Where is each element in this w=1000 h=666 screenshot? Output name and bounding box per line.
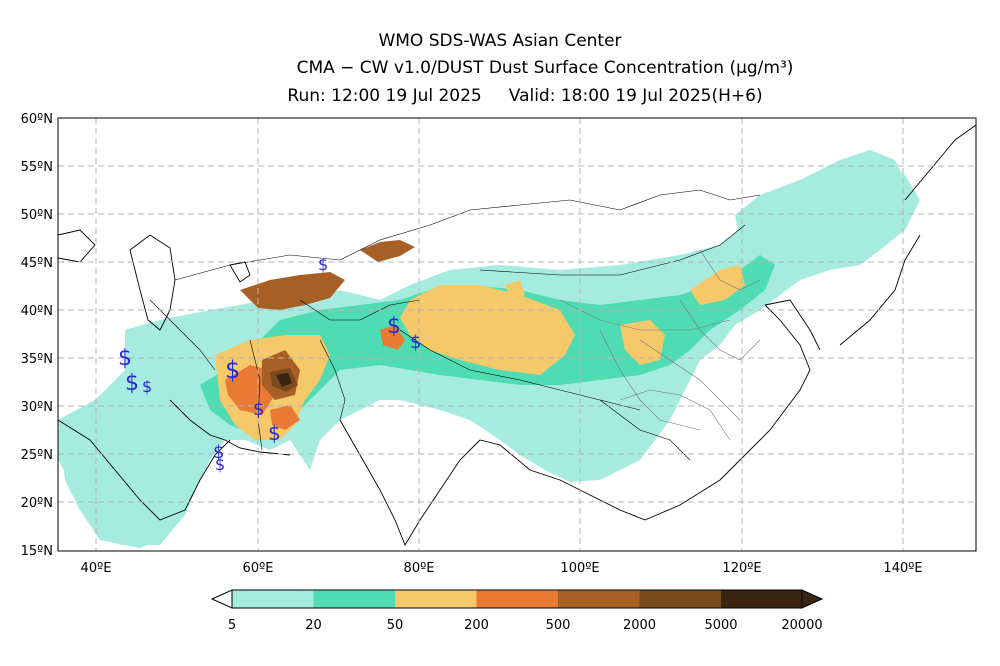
storm-marker-icon: $ bbox=[268, 421, 281, 445]
gridlines bbox=[58, 118, 976, 551]
storm-marker-icon: $ bbox=[125, 371, 139, 396]
colorbar-under-arrow bbox=[210, 589, 233, 609]
colorbar-swatch bbox=[313, 590, 395, 608]
lat-label: 15ºN bbox=[21, 544, 53, 559]
country-borders bbox=[149, 189, 761, 461]
dust-region-low-ne bbox=[735, 150, 910, 262]
colorbar-label: 50 bbox=[387, 618, 404, 633]
map-border bbox=[57, 117, 977, 552]
lon-label: 120ºE bbox=[722, 561, 761, 576]
coast-persian-gulf bbox=[169, 399, 291, 456]
colorbar-label: 500 bbox=[546, 618, 571, 633]
lat-label: 40ºN bbox=[21, 304, 53, 319]
colorbar-label: 20 bbox=[305, 618, 322, 633]
coast-korea bbox=[764, 299, 821, 351]
storm-marker-icon: $ bbox=[410, 332, 421, 353]
coast-arabia bbox=[58, 419, 231, 521]
aral-sea bbox=[229, 261, 251, 283]
colorbar-swatch bbox=[639, 590, 721, 608]
storm-marker-icon: $ bbox=[253, 399, 264, 420]
colorbar-label: 5 bbox=[228, 618, 236, 633]
colorbar-swatch bbox=[476, 590, 558, 608]
lat-label: 60ºN bbox=[21, 112, 53, 127]
lon-label: 80ºE bbox=[404, 561, 435, 576]
dust-region-brown-2 bbox=[360, 240, 415, 262]
lat-label: 55ºN bbox=[21, 160, 53, 175]
coast-bay-bengal bbox=[499, 444, 646, 521]
coast-india bbox=[339, 419, 501, 547]
lon-axis: 40ºE 60ºE 80ºE 100ºE 120ºE 140ºE bbox=[81, 561, 923, 576]
lon-label: 40ºE bbox=[81, 561, 112, 576]
title-line-2: CMA − CW v1.0/DUST Dust Surface Concentr… bbox=[296, 58, 794, 78]
colorbar: 5 20 50 200 500 2000 5000 20000 bbox=[210, 589, 824, 633]
dust-region-yellow-inner bbox=[690, 265, 745, 305]
storm-marker-icon: $ bbox=[215, 455, 225, 474]
storm-marker-icon: $ bbox=[387, 314, 401, 339]
dust-region-yellow-kaz bbox=[505, 280, 525, 302]
lat-axis: 60ºN 55ºN 50ºN 45ºN 40ºN 35ºN 30ºN 25ºN … bbox=[21, 112, 53, 559]
storm-markers: $ $ $ $ $ $ $ $ $ $ $ bbox=[118, 255, 421, 474]
lat-label: 20ºN bbox=[21, 496, 53, 511]
dust-region-orange-2 bbox=[270, 405, 300, 430]
coast-china bbox=[644, 304, 811, 521]
colorbar-label: 20000 bbox=[781, 618, 822, 633]
colorbar-label: 200 bbox=[464, 618, 489, 633]
coast-russia-ne bbox=[904, 124, 976, 201]
storm-marker-icon: $ bbox=[118, 346, 132, 371]
storm-marker-icon: $ bbox=[142, 377, 152, 396]
lat-label: 25ºN bbox=[21, 448, 53, 463]
dust-region-low-arabia bbox=[58, 395, 215, 545]
dust-region-dark-2 bbox=[276, 373, 292, 387]
colorbar-swatch bbox=[721, 590, 802, 608]
dust-region-brown bbox=[240, 272, 345, 310]
lat-label: 35ºN bbox=[21, 352, 53, 367]
colorbar-label: 5000 bbox=[704, 618, 737, 633]
colorbar-swatch bbox=[558, 590, 640, 608]
colorbar-swatch bbox=[395, 590, 477, 608]
lon-label: 60ºE bbox=[243, 561, 274, 576]
storm-marker-icon: $ bbox=[225, 356, 240, 384]
title-line-1: WMO SDS-WAS Asian Center bbox=[378, 31, 622, 51]
colorbar-swatch bbox=[232, 590, 314, 608]
province-borders bbox=[559, 249, 761, 441]
dust-region-yellow-taklimakan bbox=[400, 285, 575, 375]
lon-label: 140ºE bbox=[883, 561, 922, 576]
title-line-3: Run: 12:00 19 Jul 2025 Valid: 18:00 19 J… bbox=[287, 86, 763, 106]
lat-label: 45ºN bbox=[21, 256, 53, 271]
colorbar-over-arrow bbox=[801, 589, 824, 609]
colorbar-outline bbox=[231, 589, 803, 609]
coast-japan bbox=[839, 234, 921, 346]
storm-marker-icon: $ bbox=[213, 442, 224, 463]
dust-region-yellow-gobi bbox=[620, 320, 665, 365]
colorbar-label: 2000 bbox=[623, 618, 656, 633]
dust-region-orange-3 bbox=[380, 325, 405, 350]
lat-label: 50ºN bbox=[21, 208, 53, 223]
lat-label: 30ºN bbox=[21, 400, 53, 415]
lon-label: 100ºE bbox=[560, 561, 599, 576]
black-sea-edge bbox=[58, 229, 96, 263]
storm-marker-icon: $ bbox=[318, 255, 328, 274]
